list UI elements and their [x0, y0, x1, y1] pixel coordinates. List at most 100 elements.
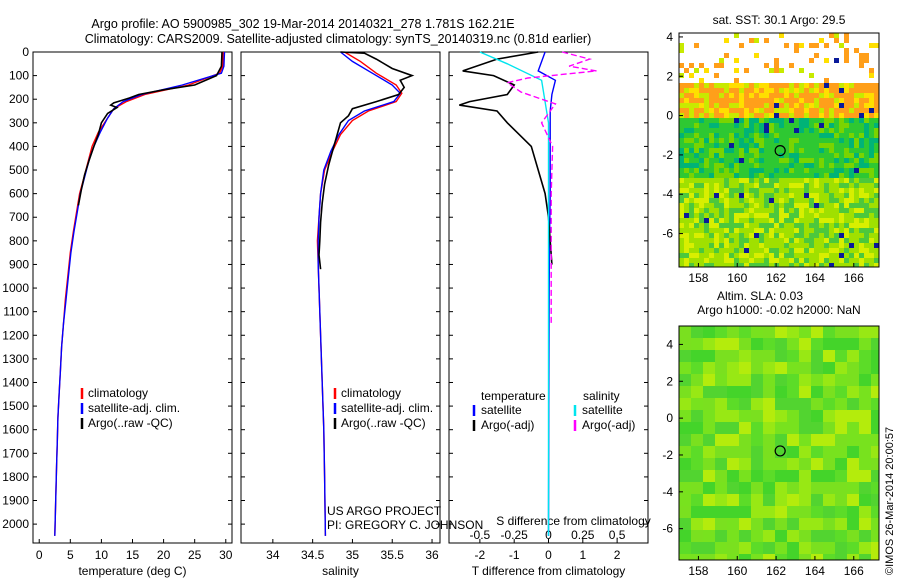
panel-sst-cell [854, 258, 859, 263]
panel-sst-cell [779, 213, 784, 218]
panel-sst-cell [864, 248, 869, 253]
panel-sst-cell [784, 178, 789, 183]
panel-sst-cell [864, 193, 869, 198]
panel-sst-cell [759, 263, 764, 267]
panel-sla-cell [835, 554, 847, 560]
panel-sst-cell [709, 163, 714, 168]
panel-sst-cell [729, 128, 734, 133]
panel-sst-cell [774, 218, 779, 223]
panel-sla-cell [835, 326, 847, 338]
panel-sst-cell [724, 198, 729, 203]
panel-sst-ytick-label: 4 [666, 30, 673, 44]
panel-sla-cell [799, 410, 811, 422]
panel-sst-cell [754, 213, 759, 218]
panel-sst-cell [834, 93, 839, 98]
depth-tick-label: 300 [9, 116, 29, 130]
panel-sst-cell [829, 183, 834, 188]
panel-sla-cell [787, 386, 799, 398]
panel-sst-cell [684, 203, 689, 208]
panel-sla-cell [787, 446, 799, 458]
panel-sst-cell [709, 103, 714, 108]
panel-sst-cell [764, 173, 769, 178]
panel-sst-cell [789, 183, 794, 188]
panel-sla-cell [751, 554, 763, 560]
panel-sst-cell [799, 143, 804, 148]
difference-xtick-label: 2 [614, 548, 621, 562]
panel-sst-cell [714, 93, 719, 98]
panel-sst-cell [794, 238, 799, 243]
panel-sst-cell [814, 133, 819, 138]
difference-xtick-label: -2 [475, 548, 486, 562]
panel-sst-cell [869, 88, 874, 93]
panel-sst-cell [764, 253, 769, 258]
panel-sst-cell [769, 83, 774, 88]
panel-sla-cell [727, 494, 739, 506]
panel-sst-cell [734, 178, 739, 183]
panel-sst-cell [819, 233, 824, 238]
panel-sst-cell [714, 148, 719, 153]
panel-sst-cell [769, 218, 774, 223]
panel-sst-cell [734, 158, 739, 163]
panel-sst-cell [744, 103, 749, 108]
panel-sst-cell [754, 143, 759, 148]
panel-sst-cell [874, 43, 879, 48]
panel-sst-cell [854, 103, 859, 108]
panel-sst-cell [799, 133, 804, 138]
panel-sla-cell [859, 326, 871, 338]
panel-sla-cell [871, 518, 879, 530]
panel-sst-cell [789, 248, 794, 253]
panel-sst-cell [694, 108, 699, 113]
panel-sla-cell [847, 554, 859, 560]
panel-sst-cell [864, 228, 869, 233]
panel-sst-cell [744, 158, 749, 163]
panel-sla-cell [763, 422, 775, 434]
panel-sst-cell [809, 88, 814, 93]
panel-sst-cell [799, 108, 804, 113]
salinity-xtick-label: 35 [346, 548, 360, 562]
panel-sst-cell [824, 208, 829, 213]
panel-sst-cell [784, 253, 789, 258]
panel-sst-cell [809, 228, 814, 233]
panel-sst-cell [814, 258, 819, 263]
panel-sst-cell [864, 108, 869, 113]
panel-sst-cell [829, 173, 834, 178]
panel-sst-cell [759, 188, 764, 193]
panel-sst-cell [804, 168, 809, 173]
panel-sst-cell [684, 118, 689, 123]
panel-sst-cell [684, 228, 689, 233]
panel-sla-cell [811, 386, 823, 398]
panel-sst-cell [679, 198, 684, 203]
panel-sst-cell [729, 258, 734, 263]
panel-sst-cell [779, 243, 784, 248]
panel-sst-cell [854, 143, 859, 148]
panel-sst-cell [839, 163, 844, 168]
panel-sst-cell [754, 198, 759, 203]
panel-sla-cell [727, 422, 739, 434]
panel-sst-cell [834, 83, 839, 88]
panel-sst-cell [694, 153, 699, 158]
panel-sst-cell [679, 158, 684, 163]
panel-sla-cell [835, 458, 847, 470]
panel-sst-cell [699, 233, 704, 238]
panel-sst-cell [724, 223, 729, 228]
panel-sst-cell [694, 103, 699, 108]
panel-sla-cell [811, 446, 823, 458]
panel-sst-cell [734, 228, 739, 233]
panel-sst-cell [839, 178, 844, 183]
panel-sla-cell [847, 362, 859, 374]
panel-sst-cell [699, 93, 704, 98]
panel-sst-cell [769, 128, 774, 133]
panel-sst-cell [854, 253, 859, 258]
panel-sst-cell [774, 163, 779, 168]
panel-sst-cell [799, 178, 804, 183]
panel-sst-cell [829, 213, 834, 218]
panel-sst-cell [769, 88, 774, 93]
panel-sst-cell [814, 203, 819, 208]
panel-sst-cell [809, 188, 814, 193]
panel-sst-cell [779, 178, 784, 183]
panel-sst-cell [714, 258, 719, 263]
panel-sla-cell [691, 458, 703, 470]
panel-sst-cell [729, 138, 734, 143]
panel-sst-cell [724, 53, 729, 58]
panel-sst-cell [824, 163, 829, 168]
